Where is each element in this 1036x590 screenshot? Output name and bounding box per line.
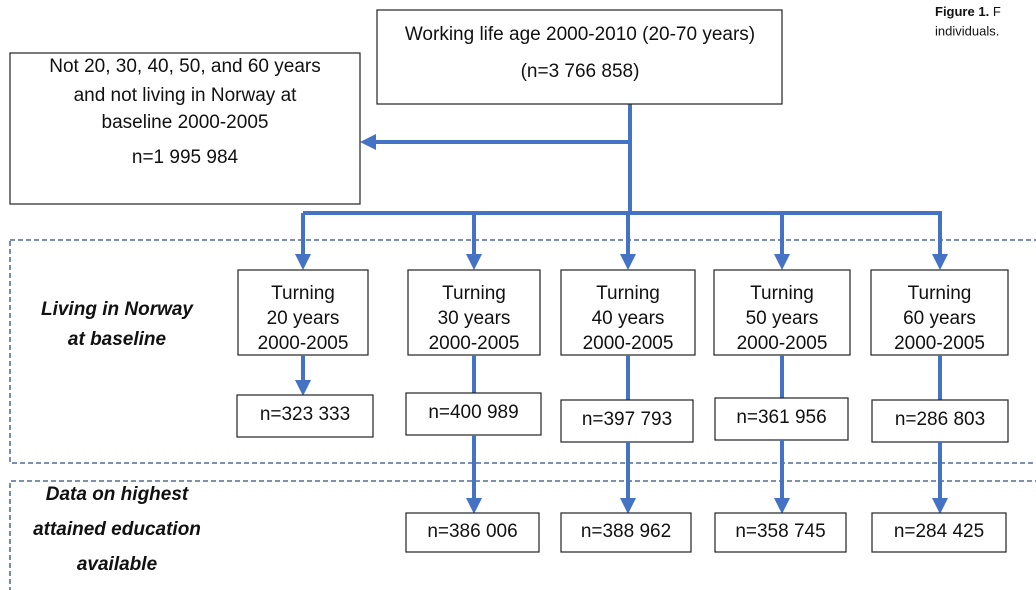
section-label: Living in Norway (41, 299, 194, 320)
caption-line: individuals. (935, 23, 999, 38)
box-text: 50 years (746, 308, 819, 329)
education-box (714, 512, 847, 553)
box-text: Working life age 2000-2010 (20-70 years) (405, 24, 755, 45)
box-text: 60 years (903, 308, 976, 329)
education-box (405, 512, 540, 553)
box-text: n=286 803 (895, 409, 985, 430)
box-text: Not 20, 30, 40, 50, and 60 years (49, 56, 320, 77)
box-text: n=361 956 (736, 407, 826, 428)
box-text: n=388 962 (581, 521, 671, 542)
box-text: Turning (271, 283, 335, 304)
box-text: n=400 989 (428, 402, 518, 423)
section-label: Data on highest (46, 484, 189, 505)
box-text: 2000-2005 (583, 333, 674, 354)
box-text: baseline 2000-2005 (102, 112, 269, 133)
box-text: n=323 333 (260, 404, 350, 425)
box-text: 20 years (267, 308, 340, 329)
section-frame (9, 239, 1036, 464)
count-box (871, 399, 1009, 443)
turning-box (560, 269, 696, 356)
box-text: 40 years (592, 308, 665, 329)
box-text: n=358 745 (735, 521, 825, 542)
box-text: n=397 793 (582, 409, 672, 430)
caption-text: F (993, 4, 1001, 19)
caption-label: Figure 1. (935, 4, 989, 19)
box-text: n=284 425 (894, 521, 984, 542)
education-box (560, 512, 692, 553)
top-box (376, 9, 783, 105)
box-text: n=386 006 (427, 521, 517, 542)
box-text: and not living in Norway at (74, 85, 298, 106)
turning-box (870, 269, 1009, 356)
education-box (871, 512, 1007, 553)
box-text: Turning (596, 283, 660, 304)
box-text: n=1 995 984 (132, 147, 239, 168)
count-box (236, 394, 374, 438)
box-text: (n=3 766 858) (521, 61, 640, 82)
box-text: 2000-2005 (258, 333, 349, 354)
box-text: 2000-2005 (737, 333, 828, 354)
turning-box (407, 269, 541, 356)
count-box (560, 399, 694, 443)
exclusion-box (9, 52, 361, 205)
count-box (714, 397, 849, 441)
box-text: 30 years (438, 308, 511, 329)
section-label: at baseline (68, 329, 167, 350)
box-text: 2000-2005 (894, 333, 985, 354)
box-text: Turning (908, 283, 972, 304)
box-text: 2000-2005 (429, 333, 520, 354)
box-text: Turning (442, 283, 506, 304)
box-text: Turning (750, 283, 814, 304)
caption: Figure 1. F (935, 4, 1001, 19)
section-label: available (77, 554, 158, 575)
section-label: attained education (33, 519, 201, 540)
section-frame (9, 480, 1036, 590)
